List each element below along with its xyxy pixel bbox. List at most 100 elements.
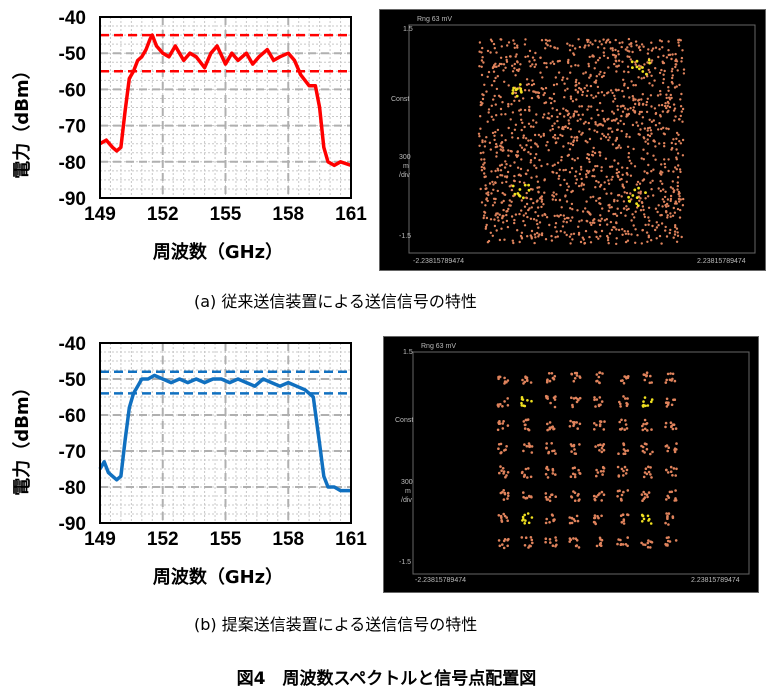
constellation-point xyxy=(540,205,543,209)
constellation-point xyxy=(641,424,644,428)
constellation-point xyxy=(588,55,591,59)
constellation-point xyxy=(600,91,604,94)
constellation-point xyxy=(616,465,620,469)
constellation-point xyxy=(505,213,508,217)
constellation-point xyxy=(550,442,553,445)
scope-x-left-b: -2.23815789474 xyxy=(415,577,466,584)
constellation-point xyxy=(490,40,494,43)
constellation-point xyxy=(674,499,678,502)
constellation-point xyxy=(595,495,598,498)
constellation-point xyxy=(665,512,668,515)
constellation-point xyxy=(665,96,668,100)
constellation-point xyxy=(641,179,644,182)
constellation-point xyxy=(523,181,526,184)
constellation-point xyxy=(598,185,602,188)
constellation-point xyxy=(588,235,591,239)
constellation-point xyxy=(546,140,549,144)
constellation-point xyxy=(666,372,670,376)
constellation-point xyxy=(622,104,625,108)
constellation-point xyxy=(533,164,536,167)
constellation-point xyxy=(548,427,551,431)
constellation-point xyxy=(674,142,677,146)
constellation-point xyxy=(483,214,486,217)
constellation-point xyxy=(491,66,495,70)
constellation-point xyxy=(633,110,636,114)
scope-y-top-a: 1.5 xyxy=(403,26,413,33)
constellation-point xyxy=(550,115,554,118)
constellation-point xyxy=(681,120,684,123)
constellation-point xyxy=(561,225,565,228)
constellation-point xyxy=(490,170,493,173)
constellation-point xyxy=(622,519,626,523)
constellation-point xyxy=(563,178,566,182)
constellation-point xyxy=(633,165,637,168)
constellation-point xyxy=(565,233,568,237)
constellation-point xyxy=(558,199,562,202)
constellation-point xyxy=(568,171,572,174)
constellation-point xyxy=(644,467,648,470)
constellation-point xyxy=(566,87,569,91)
constellation-point xyxy=(646,541,650,545)
constellation-point xyxy=(664,102,667,105)
constellation-point xyxy=(622,200,626,203)
constellation-point xyxy=(569,97,573,100)
constellation-point xyxy=(493,94,496,98)
constellation-point xyxy=(563,217,566,220)
constellation-point xyxy=(667,40,670,43)
constellation-point xyxy=(500,62,503,66)
constellation-point xyxy=(598,396,602,399)
constellation-point-highlight xyxy=(513,192,517,196)
constellation-point xyxy=(619,146,622,149)
constellation-point-highlight xyxy=(636,204,640,208)
constellation-point xyxy=(648,118,651,122)
constellation-point xyxy=(642,405,645,408)
constellation-point xyxy=(639,128,642,131)
constellation-point xyxy=(597,403,601,407)
constellation-point xyxy=(573,110,577,113)
constellation-point xyxy=(626,145,630,148)
constellation-point xyxy=(625,404,629,408)
constellation-point xyxy=(602,493,606,496)
constellation-point xyxy=(651,224,654,228)
constellation-point xyxy=(595,75,598,78)
y-tick-label-a: -60 xyxy=(59,80,86,101)
constellation-point xyxy=(523,205,527,208)
constellation-point xyxy=(570,396,573,399)
constellation-point xyxy=(636,234,639,237)
constellation-point xyxy=(668,53,672,56)
constellation-point xyxy=(546,468,550,471)
constellation-point xyxy=(626,46,629,49)
constellation-point xyxy=(624,543,628,546)
constellation-point xyxy=(544,540,547,544)
constellation-point xyxy=(515,53,518,56)
constellation-point xyxy=(579,118,582,121)
constellation-point xyxy=(505,219,509,223)
constellation-point xyxy=(577,398,580,402)
constellation-point xyxy=(536,180,540,183)
constellation-point xyxy=(669,194,673,198)
constellation-point xyxy=(570,65,573,68)
constellation-point xyxy=(671,372,675,376)
constellation-point xyxy=(548,499,552,503)
constellation-point xyxy=(545,216,549,219)
constellation-point xyxy=(642,400,645,403)
constellation-point xyxy=(615,242,618,246)
constellation-point xyxy=(533,241,536,245)
constellation-point xyxy=(578,130,581,133)
constellation-point xyxy=(544,537,548,540)
constellation-point xyxy=(593,151,597,155)
constellation-point xyxy=(529,159,533,162)
constellation-point xyxy=(677,133,680,136)
constellation-point xyxy=(597,516,600,520)
constellation-point xyxy=(577,231,581,235)
constellation-point xyxy=(586,153,589,156)
constellation-point xyxy=(622,70,626,73)
constellation-point xyxy=(619,119,622,123)
constellation-point xyxy=(622,448,626,451)
scope-x-left-a: -2.23815789474 xyxy=(413,258,464,265)
constellation-point xyxy=(522,491,525,494)
constellation-point xyxy=(654,207,658,210)
constellation-point xyxy=(484,227,487,230)
constellation-point xyxy=(660,222,664,225)
constellation-point xyxy=(569,419,572,423)
